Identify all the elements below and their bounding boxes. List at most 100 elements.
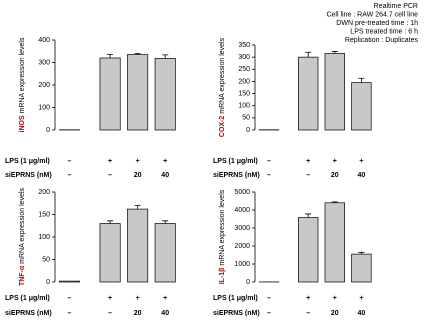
y-tick-label: 300 bbox=[38, 59, 50, 66]
treatment-level: 20 bbox=[134, 310, 142, 317]
error-bar bbox=[331, 51, 338, 54]
y-tick-label: 0 bbox=[246, 127, 250, 134]
y-tick-label: 1000 bbox=[234, 261, 250, 268]
annotation-line: LPS treated time : 6 h bbox=[350, 28, 418, 35]
gene-name: iNOS bbox=[19, 115, 26, 132]
treatment-level: + bbox=[359, 158, 363, 165]
y-axis-label: TNF-α mRNA expression levels bbox=[19, 187, 26, 286]
treatment-level: + bbox=[108, 158, 112, 165]
y-tick-label: 100 bbox=[38, 234, 50, 241]
bar bbox=[127, 54, 149, 131]
annotation-line: Replication : Duplicates bbox=[345, 37, 419, 44]
error-bar bbox=[162, 54, 169, 59]
treatment-level: 20 bbox=[331, 310, 339, 317]
bar bbox=[298, 217, 319, 283]
bar bbox=[324, 53, 345, 131]
treatment-label: LPS (1 μg/ml) bbox=[5, 295, 50, 302]
gene-name: COX-2 bbox=[219, 116, 226, 138]
y-tick-label: 3000 bbox=[234, 225, 250, 232]
error-bar bbox=[107, 54, 114, 58]
y-tick-label: 100 bbox=[38, 104, 50, 111]
bar bbox=[154, 223, 176, 283]
y-axis-label: iNOS mRNA expression levels bbox=[19, 37, 26, 132]
treatment-level: 40 bbox=[358, 172, 366, 179]
y-tick-label: 400 bbox=[38, 37, 50, 44]
y-tick-label: 300 bbox=[238, 54, 250, 61]
treatment-level: + bbox=[333, 295, 337, 302]
treatment-label: LPS (1 μg/ml) bbox=[5, 158, 50, 165]
treatment-label: siEPRNS (nM) bbox=[5, 172, 52, 179]
treatment-level: 40 bbox=[161, 310, 169, 317]
treatment-level: + bbox=[306, 158, 310, 165]
y-label-text: mRNA expression levels bbox=[219, 37, 226, 115]
bar bbox=[351, 253, 372, 283]
treatment-level: – bbox=[306, 310, 310, 317]
y-tick-label: 150 bbox=[38, 211, 50, 218]
y-label-text: mRNA expression levels bbox=[19, 37, 26, 115]
bar bbox=[127, 208, 149, 283]
treatment-level: – bbox=[68, 310, 72, 317]
treatment-level: – bbox=[108, 172, 112, 179]
bar bbox=[154, 58, 176, 131]
error-bar bbox=[134, 205, 141, 210]
y-label-text: mRNA expression levels bbox=[19, 187, 26, 265]
bar bbox=[324, 202, 345, 283]
treatment-level: – bbox=[267, 172, 271, 179]
treatment-level: 40 bbox=[161, 172, 169, 179]
error-bar bbox=[305, 213, 312, 218]
gene-name: IL-1β bbox=[219, 267, 226, 284]
bar bbox=[99, 57, 121, 131]
bar bbox=[99, 223, 121, 283]
treatment-level: + bbox=[163, 158, 167, 165]
y-tick-label: 200 bbox=[238, 78, 250, 85]
treatment-level: + bbox=[306, 295, 310, 302]
treatment-level: + bbox=[136, 158, 140, 165]
error-bar bbox=[331, 201, 338, 203]
error-bar bbox=[358, 77, 365, 83]
treatment-level: + bbox=[163, 295, 167, 302]
y-axis-label: COX-2 mRNA expression levels bbox=[219, 37, 226, 137]
treatment-level: 20 bbox=[331, 172, 339, 179]
treatment-level: – bbox=[267, 158, 271, 165]
treatment-level: – bbox=[267, 310, 271, 317]
treatment-level: – bbox=[68, 158, 72, 165]
error-bar bbox=[107, 220, 114, 224]
annotation-line: Cell line : RAW 264.7 cell line bbox=[326, 11, 418, 18]
error-bar bbox=[162, 220, 169, 224]
y-axis-label: IL-1β mRNA expression levels bbox=[219, 189, 226, 284]
y-tick-label: 2000 bbox=[234, 243, 250, 250]
y-tick-label: 100 bbox=[238, 103, 250, 110]
treatment-level: + bbox=[108, 295, 112, 302]
annotation-line: DWN pre-treated time : 1h bbox=[336, 20, 418, 27]
treatment-level: + bbox=[136, 295, 140, 302]
bar bbox=[351, 82, 372, 131]
treatment-label: LPS (1 μg/ml) bbox=[213, 158, 258, 165]
y-tick-label: 200 bbox=[38, 82, 50, 89]
y-tick-label: 0 bbox=[246, 279, 250, 286]
bar bbox=[58, 280, 80, 283]
y-tick-label: 50 bbox=[42, 256, 50, 263]
y-tick-label: 150 bbox=[238, 90, 250, 97]
y-tick-label: 0 bbox=[46, 127, 50, 134]
treatment-level: – bbox=[108, 310, 112, 317]
annotation-line: Realtime PCR bbox=[374, 3, 418, 10]
gene-name: TNF-α bbox=[19, 265, 26, 286]
treatment-level: + bbox=[359, 295, 363, 302]
y-tick-label: 50 bbox=[242, 115, 250, 122]
treatment-level: – bbox=[306, 172, 310, 179]
treatment-label: siEPRNS (nM) bbox=[5, 310, 52, 317]
y-tick-label: 5000 bbox=[234, 189, 250, 196]
y-tick-label: 4000 bbox=[234, 207, 250, 214]
treatment-level: + bbox=[333, 158, 337, 165]
error-bar bbox=[358, 251, 365, 255]
treatment-level: – bbox=[68, 295, 72, 302]
y-tick-label: 200 bbox=[38, 189, 50, 196]
error-bar bbox=[305, 51, 312, 58]
treatment-level: 40 bbox=[358, 310, 366, 317]
y-tick-label: 250 bbox=[238, 66, 250, 73]
treatment-label: siEPRNS (nM) bbox=[213, 310, 260, 317]
y-tick-label: 350 bbox=[238, 42, 250, 49]
treatment-label: siEPRNS (nM) bbox=[213, 172, 260, 179]
y-tick-label: 0 bbox=[46, 279, 50, 286]
